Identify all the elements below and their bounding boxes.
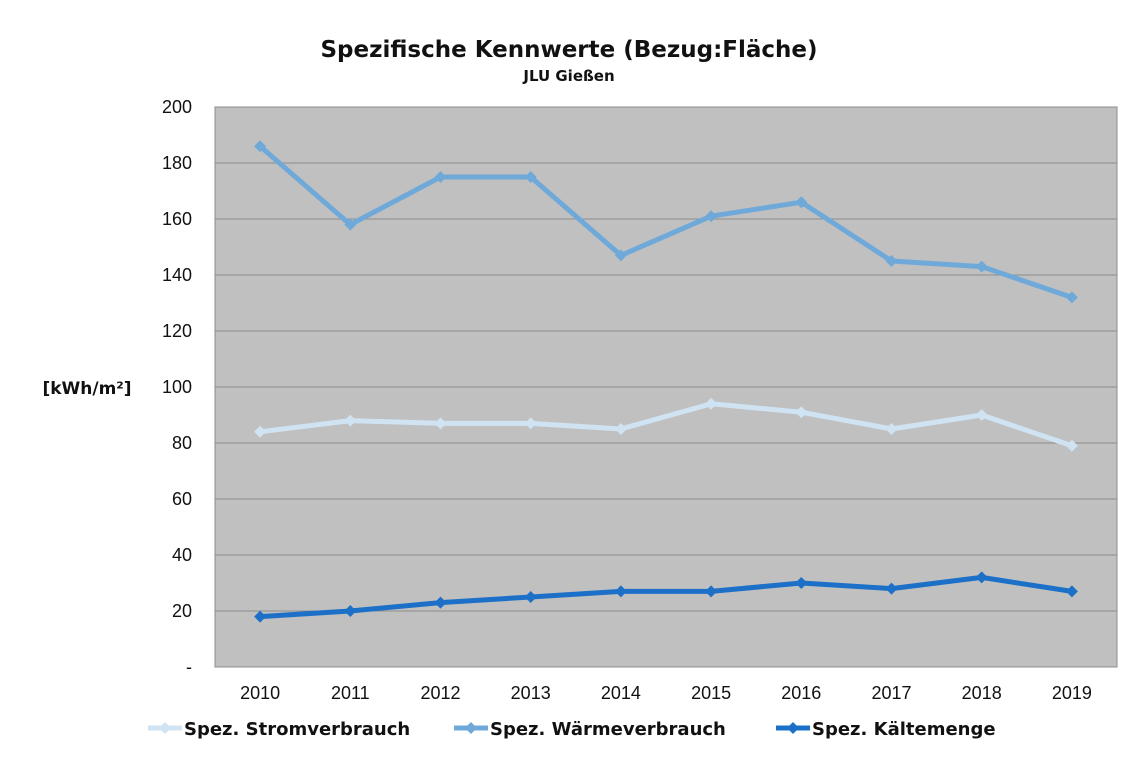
legend-label: Spez. Wärmeverbrauch xyxy=(490,719,726,740)
legend-label: Spez. Kältemenge xyxy=(812,719,996,740)
series xyxy=(254,140,1078,623)
data-point xyxy=(344,605,357,617)
y-tick-label: 20 xyxy=(172,601,192,621)
legend-marker xyxy=(787,722,799,734)
data-point xyxy=(254,610,267,623)
x-tick-label: 2014 xyxy=(601,683,641,703)
y-tick-label: 120 xyxy=(162,321,192,341)
series-3 xyxy=(254,571,1078,623)
data-point xyxy=(705,210,718,223)
y-tick-label: 40 xyxy=(172,545,192,565)
x-tick-label: 2011 xyxy=(331,683,370,703)
data-point xyxy=(524,171,537,183)
x-axis-ticks: 2010 2011 2012 2013 2014 2015 2016 2017 2018 2019 xyxy=(240,683,1092,703)
data-point xyxy=(885,582,898,595)
data-point xyxy=(614,249,627,262)
x-tick-label: 2013 xyxy=(511,683,551,703)
legend-marker xyxy=(159,722,171,734)
data-point xyxy=(434,171,447,183)
legend: Spez. Stromverbrauch Spez. Wärmeverbrauch… xyxy=(148,719,996,740)
data-point xyxy=(614,585,627,598)
data-point xyxy=(344,218,357,231)
data-point xyxy=(524,591,537,603)
data-point xyxy=(1065,291,1078,304)
data-point xyxy=(885,255,898,267)
y-tick-label: 60 xyxy=(172,489,192,509)
series-2 xyxy=(254,140,1078,304)
legend-item: Spez. Wärmeverbrauch xyxy=(454,719,726,740)
data-point xyxy=(254,140,267,153)
series-line xyxy=(259,401,1073,449)
x-tick-label: 2019 xyxy=(1052,683,1092,703)
data-point xyxy=(975,409,988,421)
x-tick-label: 2017 xyxy=(871,683,911,703)
y-tick-label: - xyxy=(186,657,192,677)
y-tick-label: 100 xyxy=(162,377,192,397)
y-axis-ticks: - 20 40 60 80 100 120 140 160 180 200 xyxy=(162,97,192,677)
chart-title: Spezifische Kennwerte (Bezug:Fläche) xyxy=(320,37,817,63)
data-point xyxy=(1065,585,1078,598)
data-point xyxy=(1065,439,1078,452)
y-tick-label: 200 xyxy=(162,97,192,117)
data-point xyxy=(975,571,988,584)
y-tick-label: 160 xyxy=(162,209,192,229)
y-tick-label: 80 xyxy=(172,433,192,453)
y-tick-label: 180 xyxy=(162,153,192,173)
series-1 xyxy=(254,397,1078,452)
data-point xyxy=(795,196,808,209)
series-line xyxy=(259,574,1073,620)
y-axis-label: [kWh/m²] xyxy=(42,379,131,399)
data-point xyxy=(795,406,808,419)
data-point xyxy=(705,585,718,598)
x-tick-label: 2010 xyxy=(240,683,280,703)
data-point xyxy=(344,414,357,427)
data-point xyxy=(254,425,267,438)
data-point xyxy=(705,397,718,410)
x-tick-label: 2012 xyxy=(420,683,460,703)
x-tick-label: 2018 xyxy=(962,683,1002,703)
y-tick-label: 140 xyxy=(162,265,192,285)
data-point xyxy=(434,596,447,609)
x-tick-label: 2015 xyxy=(691,683,731,703)
data-point xyxy=(795,577,808,589)
x-tick-label: 2016 xyxy=(781,683,821,703)
data-point xyxy=(434,417,447,430)
legend-item: Spez. Kältemenge xyxy=(776,719,996,740)
legend-label: Spez. Stromverbrauch xyxy=(184,719,410,740)
data-point xyxy=(885,423,898,435)
legend-marker xyxy=(465,722,477,734)
series-line xyxy=(258,144,1073,300)
chart-subtitle: JLU Gießen xyxy=(522,67,614,85)
data-point xyxy=(614,423,627,435)
data-point xyxy=(524,417,537,430)
legend-item: Spez. Stromverbrauch xyxy=(148,719,410,740)
data-point xyxy=(975,260,988,273)
